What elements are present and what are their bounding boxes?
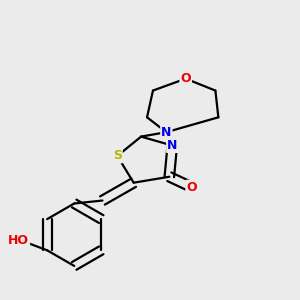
Text: O: O — [186, 181, 197, 194]
Text: HO: HO — [8, 234, 29, 247]
Text: O: O — [180, 72, 191, 85]
Text: S: S — [113, 149, 122, 162]
Text: N: N — [167, 139, 178, 152]
Text: N: N — [161, 126, 172, 139]
